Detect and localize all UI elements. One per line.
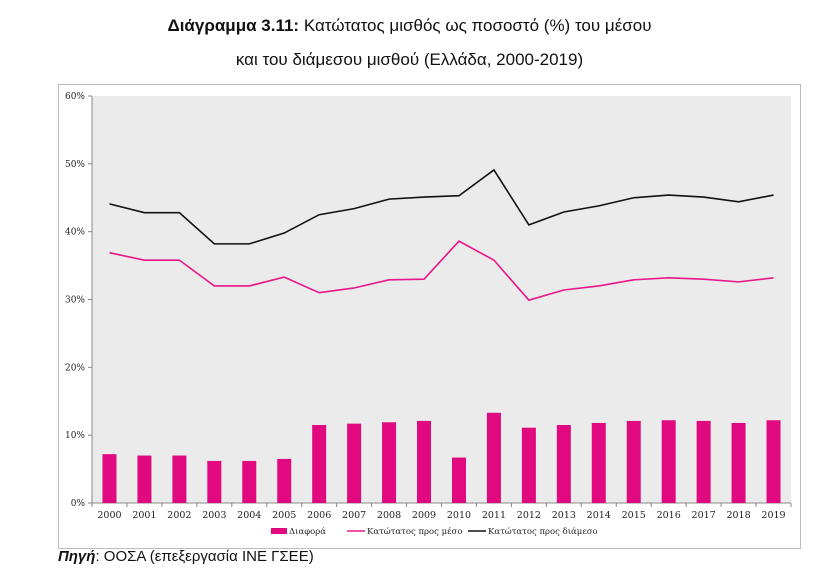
legend-label: Κατώτατος προς μέσο: [367, 526, 462, 537]
source-label: Πηγή: [58, 548, 96, 565]
figure-number: Διάγραμμα 3.11:: [167, 16, 300, 35]
x-tick-label: 2014: [587, 510, 611, 521]
x-tick-label: 2001: [132, 510, 156, 521]
source-text: : ΟΟΣΑ (επεξεργασία ΙΝΕ ΓΣΕΕ): [95, 548, 314, 565]
bar-2000: [102, 454, 117, 503]
x-tick-label: 2000: [97, 510, 121, 521]
bar-2018: [731, 422, 746, 503]
bar-2017: [696, 420, 711, 503]
x-tick-label: 2018: [726, 510, 750, 521]
bar-2006: [312, 424, 327, 503]
bar-2007: [347, 423, 362, 503]
x-tick-label: 2009: [412, 510, 436, 521]
bar-2002: [172, 455, 187, 503]
x-tick-label: 2015: [622, 510, 646, 521]
chart-title-line1: Διάγραμμα 3.11: Κατώτατος μισθός ως ποσο…: [0, 16, 819, 36]
bar-2019: [766, 420, 781, 503]
legend-label: Κατώτατος προς διάμεσο: [488, 526, 598, 537]
bar-2010: [451, 457, 466, 503]
bar-2008: [382, 422, 397, 503]
bar-2015: [626, 420, 641, 503]
source-note: Πηγή: ΟΟΣΑ (επεξεργασία ΙΝΕ ΓΣΕΕ): [58, 548, 314, 565]
x-tick-label: 2010: [447, 510, 471, 521]
bar-2016: [661, 420, 676, 503]
x-tick-label: 2011: [482, 510, 506, 521]
title-text: Κατώτατος μισθός ως ποσοστό (%) του μέσο…: [299, 16, 652, 35]
x-tick-label: 2002: [167, 510, 191, 521]
legend-label: Διαφορά: [289, 526, 326, 537]
x-tick-label: 2017: [692, 510, 716, 521]
y-tick-label: 0%: [71, 499, 86, 509]
y-tick-label: 50%: [65, 160, 85, 170]
y-tick-label: 40%: [65, 228, 85, 238]
line-mean: [109, 240, 774, 302]
plot-area: [92, 96, 791, 503]
bar-2004: [242, 460, 257, 503]
bar-2005: [277, 458, 292, 503]
line-median: [109, 168, 774, 245]
bar-2009: [417, 420, 432, 503]
y-tick-label: 10%: [65, 431, 85, 441]
x-tick-label: 2012: [517, 510, 541, 521]
x-tick-label: 2013: [552, 510, 576, 521]
y-tick-label: 20%: [65, 363, 85, 373]
x-tick-label: 2003: [202, 510, 226, 521]
bar-2003: [207, 460, 222, 503]
bar-2011: [486, 412, 501, 503]
bar-2012: [521, 427, 536, 503]
chart-title-line2: και του διάμεσου μισθού (Ελλάδα, 2000-20…: [235, 50, 584, 69]
y-tick-label: 60%: [65, 92, 85, 102]
x-tick-label: 2006: [307, 510, 331, 521]
x-tick-label: 2004: [237, 510, 261, 521]
x-tick-label: 2008: [377, 510, 401, 521]
x-tick-label: 2007: [342, 510, 366, 521]
x-tick-label: 2019: [761, 510, 785, 521]
bar-2014: [591, 422, 606, 503]
legend-swatch-bar: [271, 528, 287, 534]
y-tick-label: 30%: [65, 296, 85, 306]
x-tick-label: 2005: [272, 510, 296, 521]
bar-2013: [556, 424, 571, 503]
bar-2001: [137, 455, 152, 503]
x-tick-label: 2016: [657, 510, 681, 521]
